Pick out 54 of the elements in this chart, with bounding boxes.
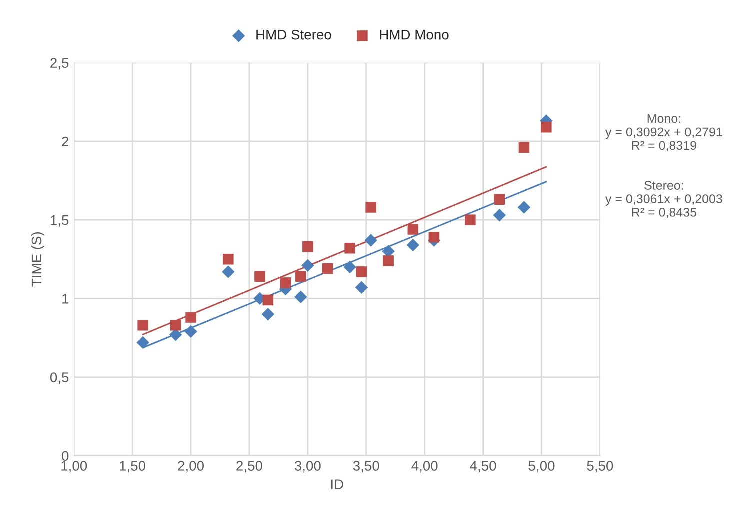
y-tick-label: 2,5 xyxy=(50,58,69,70)
point xyxy=(322,263,334,274)
point xyxy=(356,266,368,278)
y-tick-label: 2 xyxy=(62,136,69,147)
point xyxy=(262,308,275,321)
point xyxy=(302,241,314,252)
point xyxy=(223,254,234,265)
x-axis-title: ID xyxy=(331,480,344,490)
point xyxy=(465,214,476,226)
text: Mono: y = 0,3092x + 0,2791 R² = 0,8319 xyxy=(606,114,722,152)
point xyxy=(493,209,506,222)
point xyxy=(364,234,378,247)
point xyxy=(136,336,150,350)
point xyxy=(254,271,266,282)
y-tick-label: 1,5 xyxy=(50,216,69,227)
point xyxy=(344,260,356,274)
point xyxy=(138,320,148,331)
x-tick-label: 5,00 xyxy=(528,461,555,473)
point xyxy=(222,266,235,278)
y-tick-label: 0,5 xyxy=(50,372,69,384)
point xyxy=(355,281,368,294)
point xyxy=(494,194,506,206)
legend-label: HMD Mono xyxy=(380,30,449,40)
point xyxy=(518,201,531,214)
point xyxy=(518,142,530,154)
x-tick-label: 5,50 xyxy=(587,461,614,473)
point xyxy=(406,238,420,252)
x-tick-label: 3,00 xyxy=(294,461,321,473)
x-tick-label: 2,50 xyxy=(236,461,262,473)
y-tick-label: 0 xyxy=(62,451,69,462)
point xyxy=(184,325,198,338)
y-axis-title: TIME (S) xyxy=(31,232,44,287)
y-tick-label: 1 xyxy=(62,294,69,304)
text: Stereo: y = 0,3061x + 0,2003 R² = 0,8435 xyxy=(606,181,722,218)
point xyxy=(383,256,394,266)
point xyxy=(366,202,376,213)
x-tick-label: 4,00 xyxy=(412,461,438,473)
x-tick-label: 1,50 xyxy=(120,461,146,473)
point xyxy=(344,242,356,254)
point xyxy=(302,259,314,272)
point xyxy=(428,232,440,243)
point xyxy=(296,271,306,282)
x-tick-label: 2,00 xyxy=(178,461,204,473)
point xyxy=(170,320,182,331)
x-tick-label: 4,50 xyxy=(470,461,496,473)
point xyxy=(541,122,552,133)
legend-label: HMD Stereo xyxy=(256,30,332,40)
x-tick-label: 3,50 xyxy=(353,461,380,473)
x-tick-label: 1,00 xyxy=(62,461,88,473)
point xyxy=(294,290,308,304)
point xyxy=(408,224,419,235)
point xyxy=(262,294,274,306)
point xyxy=(280,278,292,288)
point xyxy=(186,312,196,323)
